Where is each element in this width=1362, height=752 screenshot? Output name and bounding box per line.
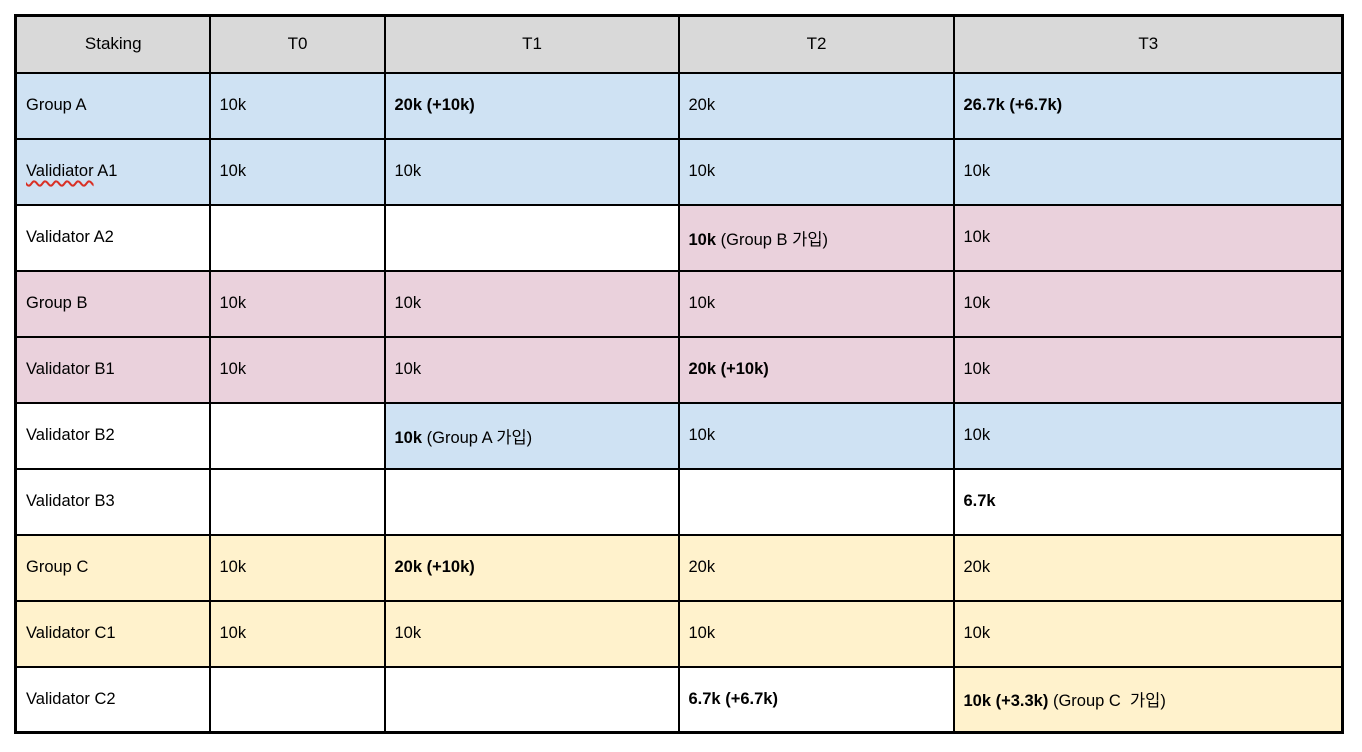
table-cell: 10k [677,401,955,470]
table-row: Validator A2 10k (Group B 가입) 10k [14,203,1344,272]
table-body: Group A 10k 20k (+10k) 20k 26.7k (+6.7k) Vali… [14,71,1344,734]
table-cell [383,467,680,536]
misspelled-word: Validiator [26,162,94,180]
cell-bold-value: 26.7k (+6.7k) [963,96,1063,114]
table-cell: 10k [208,71,386,140]
table-row: Validator B2 10k (Group A 가입) 10k 10k [14,401,1344,470]
column-header-t2: T2 [677,14,955,74]
table-cell: 10k [677,269,955,338]
table-row: Group A 10k 20k (+10k) 20k 26.7k (+6.7k) [14,71,1344,140]
table-row: Group B 10k 10k 10k 10k [14,269,1344,338]
table-cell: 20k [677,71,955,140]
table-cell: 10k [952,137,1344,206]
row-label: Group B [14,269,211,338]
table-cell: 10k [383,137,680,206]
table-row: Validator B3 6.7k [14,467,1344,536]
table-cell [677,467,955,536]
table-row: Validator C2 6.7k (+6.7k) 10k (+3.3k) (Gro… [14,665,1344,734]
table-cell: 10k [952,335,1344,404]
cell-bold-value: 20k (+10k) [394,96,475,114]
table-cell: 10k [208,137,386,206]
table-cell: 10k [383,599,680,668]
table-row: Validator B1 10k 10k 20k (+10k) 10k [14,335,1344,404]
column-header-t3: T3 [952,14,1344,74]
table-cell: 10k [952,269,1344,338]
table-cell: 10k [952,203,1344,272]
table-row: Group C 10k 20k (+10k) 20k 20k [14,533,1344,602]
table-cell: 10k (Group B 가입) [677,203,955,272]
table-cell: 26.7k (+6.7k) [952,71,1344,140]
table-cell: 10k [208,335,386,404]
row-label: Validator B2 [14,401,211,470]
table-cell [383,203,680,272]
table-cell: 10k (+3.3k) (Group C 가입) [952,665,1344,734]
table-cell: 10k [208,269,386,338]
table-cell [208,203,386,272]
table-cell [208,665,386,734]
cell-bold-value: 20k (+10k) [394,558,475,576]
row-label: Group C [14,533,211,602]
table-cell [383,665,680,734]
row-label: Validator A2 [14,203,211,272]
column-header-staking: Staking [14,14,211,74]
cell-bold-value: 6.7k (+6.7k) [688,689,778,708]
table-cell: 20k (+10k) [677,335,955,404]
row-label: Validiator A1 [14,137,211,206]
row-label: Validator C1 [14,599,211,668]
row-label: Validator B1 [14,335,211,404]
table-cell: 10k [677,599,955,668]
row-label: Validator C2 [14,665,211,734]
table-cell: 20k [677,533,955,602]
table-cell: 20k [952,533,1344,602]
table-cell: 20k (+10k) [383,71,680,140]
staking-table: Staking T0 T1 T2 T3 Group A 10k 20k (+10k)… [14,14,1344,734]
header-row: Staking T0 T1 T2 T3 [14,14,1344,74]
cell-bold-value: 20k (+10k) [688,360,769,378]
table-cell: 20k (+10k) [383,533,680,602]
row-label: Group A [14,71,211,140]
table-cell: 6.7k (+6.7k) [677,665,955,734]
table-row: Validator C1 10k 10k 10k 10k [14,599,1344,668]
table-cell: 10k [208,599,386,668]
table-cell: 10k (Group A 가입) [383,401,680,470]
table-cell: 6.7k [952,467,1344,536]
table-cell [208,401,386,470]
table-cell: 10k [952,599,1344,668]
table-cell: 10k [677,137,955,206]
cell-bold-value: 10k [394,428,423,447]
table-cell [208,467,386,536]
table-cell: 10k [208,533,386,602]
cell-bold-value: 6.7k [963,492,996,510]
table-cell: 10k [383,269,680,338]
column-header-t1: T1 [383,14,680,74]
cell-bold-value: 10k [688,230,717,249]
column-header-t0: T0 [208,14,386,74]
row-label: Validator B3 [14,467,211,536]
table-cell: 10k [383,335,680,404]
table-cell: 10k [952,401,1344,470]
cell-bold-value: 10k (+3.3k) [963,692,1049,711]
table-row: Validiator A1 10k 10k 10k 10k [14,137,1344,206]
